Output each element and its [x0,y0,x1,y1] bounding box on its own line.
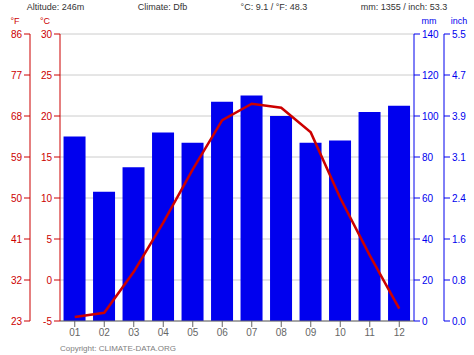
svg-text:10: 10 [335,327,347,338]
svg-text:0.0: 0.0 [452,316,466,327]
svg-text:120: 120 [422,70,439,81]
svg-text:0.8: 0.8 [452,275,466,286]
svg-text:20: 20 [422,275,434,286]
html-text:inch: inch [450,16,468,26]
svg-text:07: 07 [246,327,258,338]
svg-text:86: 86 [11,29,23,40]
svg-text:02: 02 [99,327,111,338]
svg-text:68: 68 [11,111,23,122]
svg-text:30: 30 [41,29,53,40]
svg-text:0: 0 [46,275,52,286]
html-text:mm: mm [421,16,437,26]
svg-text:32: 32 [11,275,23,286]
svg-text:25: 25 [41,70,53,81]
svg-text:140: 140 [422,29,439,40]
svg-text:60: 60 [422,193,434,204]
svg-text:09: 09 [305,327,317,338]
svg-text:40: 40 [422,234,434,245]
svg-text:2.4: 2.4 [452,193,466,204]
svg-text:1.6: 1.6 [452,234,466,245]
svg-text:0: 0 [422,316,428,327]
svg-text:12: 12 [394,327,406,338]
svg-text:5: 5 [46,234,52,245]
svg-text:4.7: 4.7 [452,70,466,81]
svg-text:-5: -5 [43,316,52,327]
html-text:Copyright: CLIMATE-DATA.ORG: Copyright: CLIMATE-DATA.ORG [60,343,176,353]
svg-text:06: 06 [217,327,229,338]
svg-text:04: 04 [158,327,170,338]
svg-text:20: 20 [41,111,53,122]
svg-text:100: 100 [422,111,439,122]
svg-text:11: 11 [365,327,376,338]
svg-text:01: 01 [69,327,81,338]
html-text:Climate: Dfb: Climate: Dfb [137,2,188,12]
svg-text:08: 08 [276,327,288,338]
html-text:°F: °F [10,16,20,26]
svg-text:5.5: 5.5 [452,29,466,40]
html-text:mm: 1355 / inch: 53.3: mm: 1355 / inch: 53.3 [360,2,448,12]
svg-text:50: 50 [11,193,23,204]
svg-text:41: 41 [11,234,23,245]
svg-text:05: 05 [187,327,199,338]
svg-text:80: 80 [422,152,434,163]
svg-text:3.1: 3.1 [452,152,466,163]
svg-text:03: 03 [128,327,140,338]
svg-text:59: 59 [11,152,23,163]
svg-text:23: 23 [11,316,23,327]
svg-text:10: 10 [41,193,53,204]
svg-text:3.9: 3.9 [452,111,466,122]
html-text:°C: 9.1 / °F: 48.3: °C: 9.1 / °F: 48.3 [240,2,308,12]
html-text:Altitude: 246m: Altitude: 246m [26,2,85,12]
html-text:°C: °C [39,16,50,26]
svg-text:77: 77 [11,70,23,81]
svg-text:15: 15 [41,152,53,163]
